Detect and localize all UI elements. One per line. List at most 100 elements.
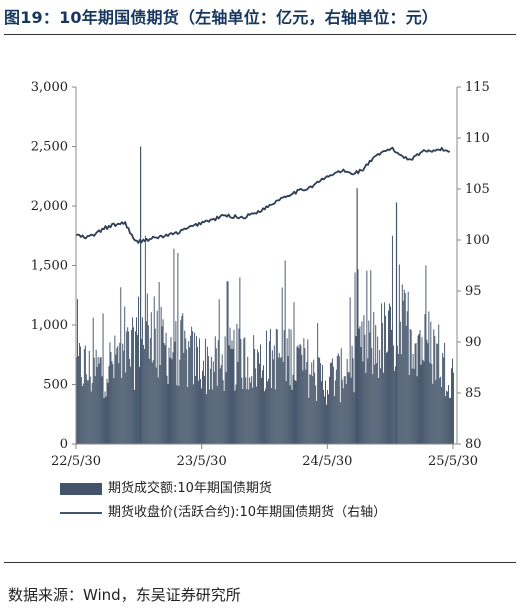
volume-bar <box>406 311 408 444</box>
volume-bar <box>127 327 129 444</box>
volume-bar <box>431 364 433 444</box>
volume-bar <box>422 359 424 444</box>
volume-bar <box>134 389 136 444</box>
legend-item-bar: 期货成交额:10年期国债期货 <box>60 477 272 496</box>
volume-bar <box>444 342 446 444</box>
volume-bar <box>97 356 99 444</box>
volume-bar <box>335 369 337 444</box>
volume-bar <box>298 348 300 444</box>
volume-bar <box>316 400 318 444</box>
volume-bar <box>246 389 248 444</box>
volume-bar <box>302 370 304 444</box>
volume-bar <box>315 385 317 444</box>
volume-bar <box>325 380 326 444</box>
volume-bar <box>160 306 162 444</box>
volume-bar <box>87 380 89 444</box>
volume-bar <box>269 329 271 444</box>
volume-bar <box>281 287 283 444</box>
volume-bar <box>380 368 382 444</box>
volume-bar <box>438 324 440 444</box>
volume-bar <box>268 341 270 444</box>
volume-bar <box>129 358 131 444</box>
volume-bar <box>340 348 342 444</box>
volume-bar <box>145 321 147 444</box>
volume-bar <box>414 343 416 444</box>
line-series-close-price <box>75 146 451 244</box>
volume-bar <box>291 389 293 444</box>
volume-bar <box>357 269 359 444</box>
volume-bar <box>249 377 251 444</box>
volume-bar <box>238 328 240 444</box>
volume-bar <box>242 388 244 444</box>
volume-bar <box>232 348 234 444</box>
volume-bar <box>210 356 212 444</box>
volume-bar <box>125 372 127 444</box>
volume-bar <box>339 402 341 444</box>
volume-bar <box>286 338 288 444</box>
volume-bar <box>177 253 179 444</box>
volume-bar <box>94 376 96 444</box>
volume-bar <box>176 385 178 444</box>
legend-label-bar: 期货成交额:10年期国债期货 <box>108 481 272 496</box>
volume-bar <box>383 372 385 444</box>
left-tick-label: 2,000 <box>31 199 68 214</box>
volume-bar <box>253 335 255 444</box>
volume-bar <box>285 381 287 444</box>
volume-bar <box>391 235 393 444</box>
volume-bar <box>276 329 278 444</box>
volume-bar <box>252 387 254 444</box>
right-tick-label: 85 <box>465 386 482 401</box>
volume-bar <box>228 345 230 444</box>
volume-bar <box>153 296 155 444</box>
volume-bar <box>182 313 184 444</box>
volume-bar <box>378 377 380 444</box>
volume-bar <box>271 350 273 444</box>
volume-bar <box>171 359 173 444</box>
volume-bar <box>200 378 201 444</box>
volume-bar <box>449 398 451 444</box>
volume-bar <box>288 328 290 444</box>
volume-bar <box>304 348 306 444</box>
volume-bar <box>450 397 451 444</box>
volume-bar <box>89 376 91 444</box>
volume-bar <box>116 348 118 444</box>
volume-bar <box>83 348 85 444</box>
volume-bar <box>201 370 203 444</box>
volume-bar <box>136 317 137 444</box>
volume-bar <box>343 376 345 444</box>
volume-bar <box>384 302 386 444</box>
volume-bar <box>347 372 349 444</box>
volume-bar <box>437 343 439 444</box>
volume-bar <box>251 375 253 444</box>
right-tick-label: 95 <box>465 284 482 299</box>
volume-bar <box>359 326 361 444</box>
volume-bar <box>150 312 152 444</box>
volume-bar <box>367 358 369 444</box>
volume-bar <box>123 350 125 444</box>
volume-bar <box>214 336 216 444</box>
volume-bar <box>364 334 366 444</box>
volume-bar <box>172 352 174 444</box>
volume-bar <box>76 299 78 444</box>
volume-bar <box>442 353 444 444</box>
volume-bar <box>88 350 90 444</box>
volume-bar <box>99 357 101 444</box>
volume-bar <box>84 345 86 444</box>
volume-bar <box>138 366 140 444</box>
volume-bar <box>399 321 401 444</box>
volume-bar <box>188 341 190 444</box>
volume-spike-bar <box>139 146 142 444</box>
volume-bar <box>240 338 242 444</box>
volume-bar <box>360 346 362 444</box>
legend-item-line: 期货收盘价(活跃合约):10年期国债期货（右轴） <box>60 501 386 520</box>
volume-bar <box>259 363 261 444</box>
volume-bar <box>334 380 336 444</box>
volume-bar <box>231 340 233 444</box>
volume-bar <box>311 362 313 444</box>
volume-bar <box>294 380 296 444</box>
figure-title: 图19：10年期国债期货（左轴单位：亿元，右轴单位：元） <box>4 8 439 27</box>
volume-bar <box>86 380 88 444</box>
left-tick-label: 0 <box>60 437 68 452</box>
volume-bar <box>149 338 151 444</box>
volume-bar <box>226 281 228 444</box>
